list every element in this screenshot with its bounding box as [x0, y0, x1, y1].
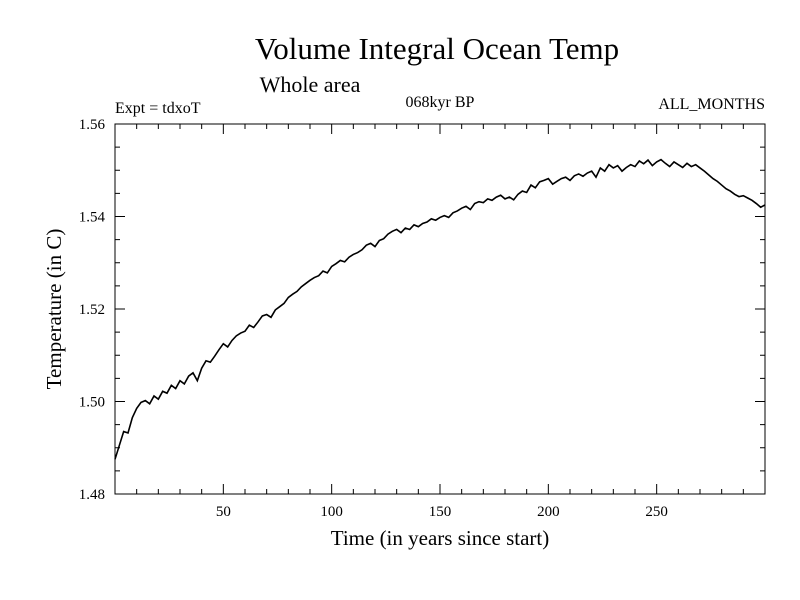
y-tick-label: 1.48 — [79, 487, 105, 503]
y-tick-label: 1.52 — [79, 302, 105, 318]
experiment-label: Expt = tdxoT — [115, 100, 201, 117]
x-tick-label: 100 — [320, 504, 343, 520]
plot-frame — [114, 123, 766, 495]
x-tick-label: 50 — [216, 504, 231, 520]
x-tick-label: 150 — [429, 504, 452, 520]
x-tick-label: 200 — [537, 504, 560, 520]
x-tick-label: 250 — [645, 504, 668, 520]
y-tick-label: 1.56 — [79, 117, 106, 133]
period-label: 068kyr BP — [406, 94, 475, 111]
y-tick-label: 1.54 — [79, 210, 106, 226]
chart-subtitle: Whole area — [260, 72, 361, 97]
chart-title: Volume Integral Ocean Temp — [255, 31, 619, 66]
x-tick-labels: 50 100 150 200 250 — [216, 504, 668, 520]
series-line — [114, 158, 766, 460]
x-axis-label: Time (in years since start) — [331, 526, 550, 550]
months-label: ALL_MONTHS — [658, 96, 765, 113]
tick-marks — [115, 124, 765, 494]
y-tick-labels: 1.48 1.50 1.52 1.54 1.56 — [79, 117, 106, 503]
y-tick-label: 1.50 — [79, 395, 105, 411]
y-axis-label: Temperature (in C) — [42, 229, 66, 390]
